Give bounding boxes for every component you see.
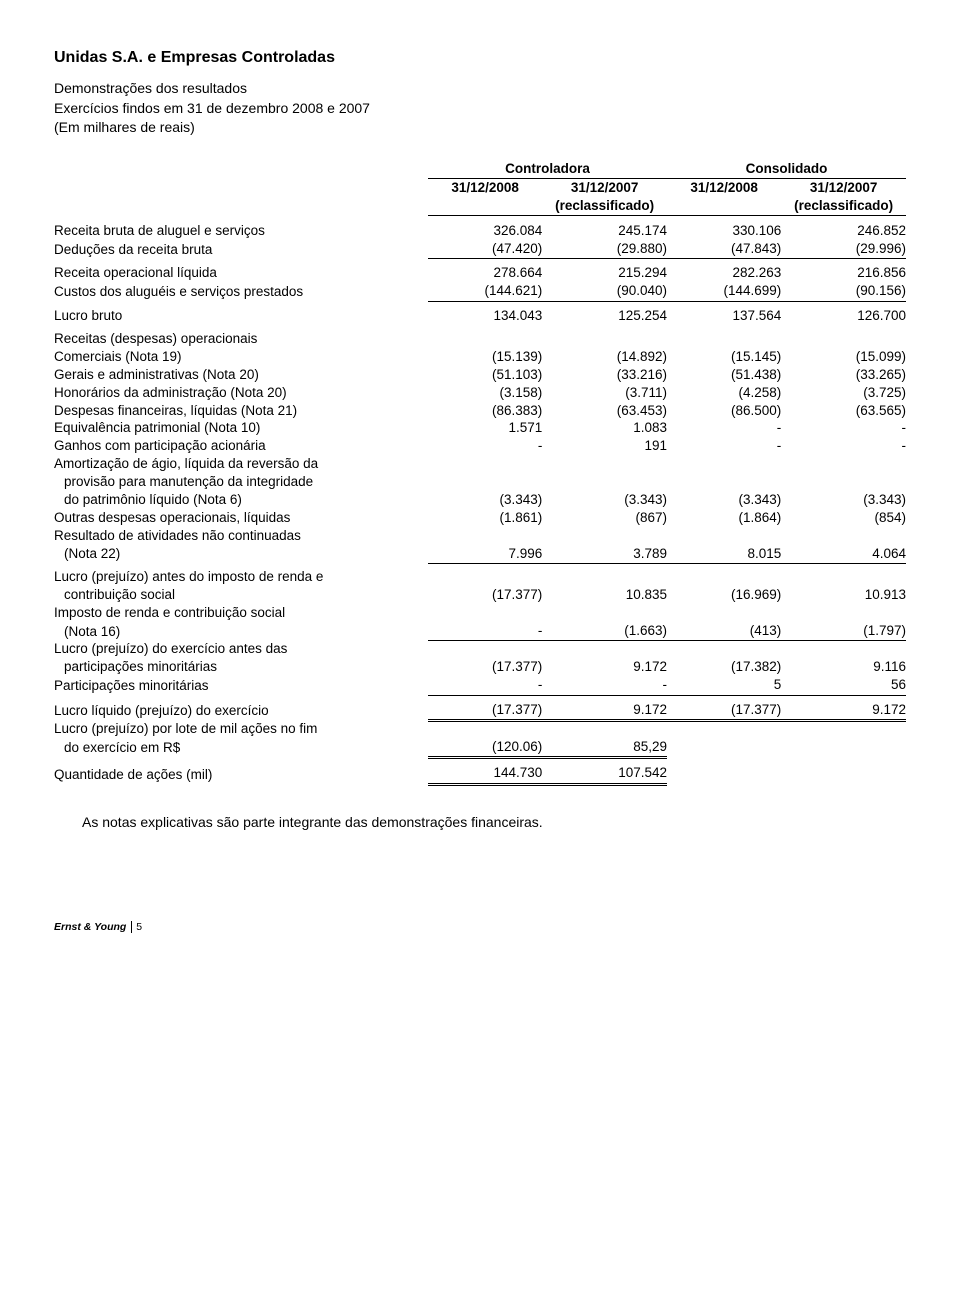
row-lucro-antes-ir-1: Lucro (prejuízo) antes do imposto de ren… (54, 563, 906, 586)
row-ganhos-part: Ganhos com participação acionária - 191 … (54, 438, 906, 456)
footnote: As notas explicativas são parte integran… (54, 814, 906, 832)
col-date-4: 31/12/2007 (781, 179, 906, 197)
row-lucro-antes-min-2: participações minoritárias (17.377) 9.17… (54, 659, 906, 677)
col-date-2: 31/12/2007 (542, 179, 667, 197)
row-desp-fin: Despesas financeiras, líquidas (Nota 21)… (54, 402, 906, 420)
income-statement-table: Controladora Consolidado 31/12/2008 31/1… (54, 161, 906, 786)
row-imposto-1: Imposto de renda e contribuição social (54, 605, 906, 623)
row-deducoes: Deduções da receita bruta (47.420) (29.8… (54, 241, 906, 259)
col-group-consolidado: Consolidado (667, 161, 906, 179)
row-resultado-nc-2: (Nota 22) 7.996 3.789 8.015 4.064 (54, 545, 906, 563)
col-sub-2: (reclassificado) (542, 197, 667, 215)
footer-firm: Ernst & Young (54, 921, 126, 933)
row-outras-desp: Outras despesas operacionais, líquidas (… (54, 509, 906, 527)
period: Exercícios findos em 31 de dezembro 2008… (54, 100, 906, 118)
footer-page: 5 (131, 921, 142, 933)
row-custos: Custos dos aluguéis e serviços prestados… (54, 283, 906, 301)
row-imposto-2: (Nota 16) - (1.663) (413) (1.797) (54, 623, 906, 641)
row-resultado-nc-1: Resultado de atividades não continuadas (54, 527, 906, 545)
row-lps-1: Lucro (prejuízo) por lote de mil ações n… (54, 720, 906, 738)
row-amort-3: do patrimônio líquido (Nota 6) (3.343) (… (54, 491, 906, 509)
doc-title: Demonstrações dos resultados (54, 80, 906, 98)
row-receita-op: Receita operacional líquida 278.664 215.… (54, 259, 906, 283)
row-amort-1: Amortização de ágio, líquida da reversão… (54, 456, 906, 474)
row-receita-bruta: Receita bruta de aluguel e serviços 326.… (54, 223, 906, 241)
page-footer: Ernst & Young 5 (54, 921, 906, 934)
row-lucro-bruto: Lucro bruto 134.043 125.254 137.564 126.… (54, 301, 906, 325)
row-lucro-antes-ir-2: contribuição social (17.377) 10.835 (16.… (54, 587, 906, 605)
currency-note: (Em milhares de reais) (54, 119, 906, 137)
row-comerciais: Comerciais (Nota 19) (15.139) (14.892) (… (54, 348, 906, 366)
row-gerais-adm: Gerais e administrativas (Nota 20) (51.1… (54, 366, 906, 384)
col-sub-4: (reclassificado) (781, 197, 906, 215)
row-qtd-acoes: Quantidade de ações (mil) 144.730 107.54… (54, 758, 906, 784)
company-name: Unidas S.A. e Empresas Controladas (54, 48, 906, 68)
row-amort-2: provisão para manutenção da integridade (54, 474, 906, 492)
row-lucro-antes-min-1: Lucro (prejuízo) do exercício antes das (54, 641, 906, 659)
row-equiv-patr: Equivalência patrimonial (Nota 10) 1.571… (54, 420, 906, 438)
row-part-min: Participações minoritárias - - 5 56 (54, 677, 906, 695)
row-honorarios: Honorários da administração (Nota 20) (3… (54, 384, 906, 402)
row-lps-2: do exercício em R$ (120.06) 85,29 (54, 738, 906, 757)
row-lucro-liq: Lucro líquido (prejuízo) do exercício (1… (54, 695, 906, 720)
col-date-3: 31/12/2008 (667, 179, 781, 197)
col-group-controladora: Controladora (428, 161, 667, 179)
col-date-1: 31/12/2008 (428, 179, 542, 197)
row-rec-desp-header: Receitas (despesas) operacionais (54, 325, 906, 348)
